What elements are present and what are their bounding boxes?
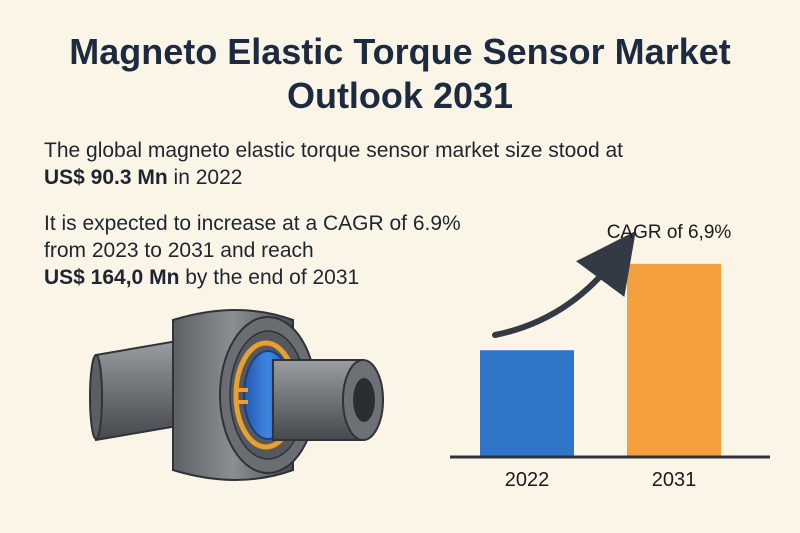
forecast-line-1: It is expected to increase at a CAGR of … <box>44 212 461 235</box>
bar-2031 <box>627 263 721 456</box>
intro-line-2: US$ 90.3 Mn in 2022 <box>44 164 623 191</box>
forecast-line-2: from 2023 to 2031 and reach <box>44 239 314 262</box>
forecast-value: US$ 164,0 Mn <box>44 266 180 289</box>
cagr-annotation: CAGR of 6,9% <box>607 222 732 243</box>
bars <box>480 263 721 456</box>
page-title: Magneto Elastic Torque Sensor Market Out… <box>0 30 800 118</box>
x-tick-label-2022: 2022 <box>505 469 550 491</box>
torque-sensor-shaft-icon <box>89 309 384 481</box>
intro-suffix: in 2022 <box>167 166 243 189</box>
title-line-2: Outlook 2031 <box>286 75 514 116</box>
title-line-1: Magneto Elastic Torque Sensor Market <box>69 31 731 72</box>
curved-up-arrow-icon <box>492 230 636 338</box>
intro-paragraph: The global magneto elastic torque sensor… <box>44 137 623 191</box>
market-bar-chart: 2022 2031 CAGR of 6,9% <box>450 222 770 491</box>
intro-value: US$ 90.3 Mn <box>44 166 168 189</box>
forecast-paragraph: It is expected to increase at a CAGR of … <box>44 210 461 291</box>
left-shaft <box>89 338 184 442</box>
bar-2022 <box>480 350 574 456</box>
forecast-line-3: US$ 164,0 Mn by the end of 2031 <box>44 264 461 291</box>
x-tick-label-2031: 2031 <box>652 469 697 491</box>
intro-line-1: The global magneto elastic torque sensor… <box>44 139 623 162</box>
right-shaft <box>272 359 384 441</box>
forecast-suffix: by the end of 2031 <box>179 266 360 289</box>
x-tick-labels: 2022 2031 <box>505 469 697 491</box>
